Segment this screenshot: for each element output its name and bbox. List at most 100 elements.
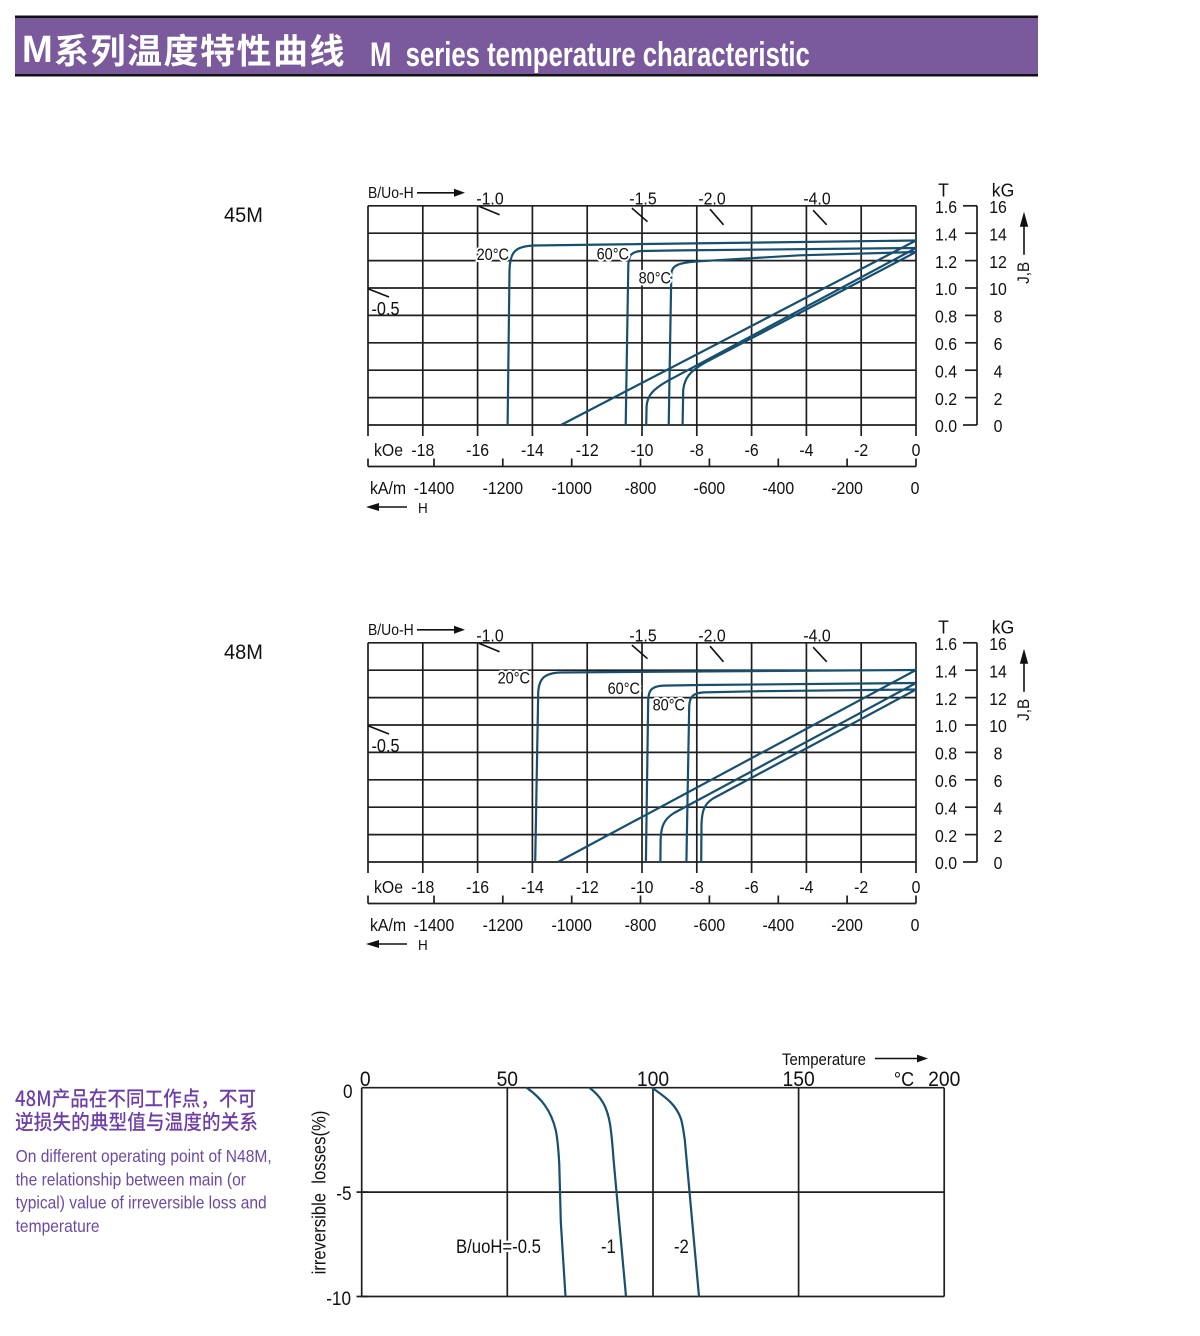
svg-text:60°C: 60°C bbox=[608, 680, 640, 698]
svg-text:-18: -18 bbox=[411, 877, 434, 897]
svg-text:0.2: 0.2 bbox=[935, 826, 957, 846]
svg-text:0.6: 0.6 bbox=[935, 771, 957, 791]
svg-text:14: 14 bbox=[989, 224, 1007, 244]
svg-text:-4: -4 bbox=[799, 440, 813, 460]
svg-text:-16: -16 bbox=[466, 440, 489, 460]
svg-text:-1400: -1400 bbox=[414, 478, 454, 498]
svg-text:14: 14 bbox=[989, 661, 1007, 681]
svg-text:M series temperature characte: M series temperature characteristic bbox=[370, 37, 810, 74]
svg-text:-16: -16 bbox=[466, 877, 489, 897]
svg-text:-2: -2 bbox=[674, 1236, 689, 1257]
svg-text:0: 0 bbox=[994, 853, 1003, 873]
svg-text:12: 12 bbox=[989, 689, 1007, 709]
svg-text:0.8: 0.8 bbox=[935, 307, 957, 327]
svg-text:-1.5: -1.5 bbox=[629, 625, 656, 645]
svg-text:-4.0: -4.0 bbox=[803, 625, 830, 645]
svg-text:-0.5: -0.5 bbox=[372, 735, 400, 756]
svg-text:M: M bbox=[22, 27, 53, 70]
svg-text:-10: -10 bbox=[326, 1287, 351, 1309]
svg-text:0: 0 bbox=[911, 915, 920, 935]
svg-text:-1: -1 bbox=[601, 1236, 616, 1257]
svg-text:0.0: 0.0 bbox=[935, 416, 957, 436]
svg-text:4: 4 bbox=[994, 361, 1003, 381]
svg-text:0: 0 bbox=[994, 416, 1003, 436]
svg-text:-800: -800 bbox=[625, 478, 657, 498]
svg-text:20°C: 20°C bbox=[477, 246, 509, 264]
svg-text:-400: -400 bbox=[762, 478, 794, 498]
svg-text:8: 8 bbox=[994, 744, 1003, 764]
svg-text:1.0: 1.0 bbox=[935, 716, 957, 736]
svg-text:-1.5: -1.5 bbox=[629, 188, 656, 208]
svg-text:10: 10 bbox=[989, 716, 1007, 736]
svg-text:T: T bbox=[938, 180, 949, 201]
svg-text:-1400: -1400 bbox=[414, 915, 454, 935]
svg-text:J,B: J,B bbox=[1014, 262, 1033, 284]
svg-text:B/uoH=-0.5: B/uoH=-0.5 bbox=[456, 1236, 541, 1257]
svg-text:-2.0: -2.0 bbox=[698, 188, 725, 208]
svg-text:0: 0 bbox=[912, 877, 921, 897]
svg-text:20°C: 20°C bbox=[498, 670, 530, 688]
svg-text:1.6: 1.6 bbox=[935, 197, 957, 217]
svg-text:1.0: 1.0 bbox=[935, 279, 957, 299]
svg-text:6: 6 bbox=[994, 334, 1003, 354]
svg-text:-800: -800 bbox=[625, 915, 657, 935]
svg-text:-4.0: -4.0 bbox=[803, 188, 830, 208]
svg-text:-600: -600 bbox=[694, 915, 726, 935]
svg-text:60°C: 60°C bbox=[597, 246, 629, 264]
svg-text:1.2: 1.2 bbox=[935, 252, 957, 272]
svg-text:48M: 48M bbox=[224, 640, 263, 664]
svg-text:H: H bbox=[418, 937, 428, 954]
svg-text:-0.5: -0.5 bbox=[372, 298, 400, 319]
svg-text:temperature: temperature bbox=[16, 1216, 100, 1236]
svg-text:°C: °C bbox=[894, 1069, 914, 1091]
svg-text:-10: -10 bbox=[631, 440, 654, 460]
svg-text:kG: kG bbox=[992, 617, 1014, 638]
svg-text:-400: -400 bbox=[762, 915, 794, 935]
svg-text:0.8: 0.8 bbox=[935, 744, 957, 764]
svg-text:-2: -2 bbox=[854, 440, 868, 460]
svg-text:-1000: -1000 bbox=[551, 478, 591, 498]
svg-text:irreversible losses(%): irreversible losses(%) bbox=[308, 1111, 329, 1275]
svg-text:0.4: 0.4 bbox=[935, 798, 957, 818]
svg-text:45M: 45M bbox=[224, 203, 263, 227]
svg-text:-1200: -1200 bbox=[483, 915, 523, 935]
svg-text:-200: -200 bbox=[831, 915, 863, 935]
svg-text:0: 0 bbox=[343, 1080, 353, 1102]
svg-text:Temperature: Temperature bbox=[782, 1051, 866, 1069]
svg-text:50: 50 bbox=[497, 1068, 518, 1091]
svg-text:-14: -14 bbox=[521, 877, 544, 897]
svg-text:the relationship between main: the relationship between main (or bbox=[16, 1169, 247, 1189]
svg-text:-8: -8 bbox=[690, 877, 704, 897]
svg-text:typical) value of irreversible: typical) value of irreversible loss and bbox=[16, 1193, 267, 1213]
svg-text:100: 100 bbox=[637, 1068, 669, 1091]
svg-text:J,B: J,B bbox=[1014, 699, 1033, 721]
svg-text:80°C: 80°C bbox=[639, 270, 671, 288]
svg-text:150: 150 bbox=[782, 1068, 814, 1091]
svg-text:-18: -18 bbox=[411, 440, 434, 460]
svg-text:kA/m: kA/m bbox=[370, 478, 406, 498]
svg-text:0: 0 bbox=[911, 478, 920, 498]
svg-text:B/Uo-H: B/Uo-H bbox=[368, 185, 414, 202]
svg-text:-6: -6 bbox=[745, 877, 759, 897]
svg-text:kA/m: kA/m bbox=[370, 915, 406, 935]
svg-text:16: 16 bbox=[989, 634, 1007, 654]
svg-text:0.0: 0.0 bbox=[935, 853, 957, 873]
svg-text:0.6: 0.6 bbox=[935, 334, 957, 354]
svg-text:200: 200 bbox=[928, 1068, 960, 1091]
svg-text:1.2: 1.2 bbox=[935, 689, 957, 709]
svg-text:4: 4 bbox=[994, 798, 1003, 818]
svg-text:-4: -4 bbox=[799, 877, 813, 897]
svg-text:0.2: 0.2 bbox=[935, 389, 957, 409]
svg-text:-10: -10 bbox=[631, 877, 654, 897]
svg-text:12: 12 bbox=[989, 252, 1007, 272]
svg-text:kG: kG bbox=[992, 180, 1014, 201]
svg-text:1.4: 1.4 bbox=[935, 224, 957, 244]
svg-text:2: 2 bbox=[994, 389, 1003, 409]
svg-text:1.6: 1.6 bbox=[935, 634, 957, 654]
svg-text:8: 8 bbox=[994, 307, 1003, 327]
svg-text:kOe: kOe bbox=[374, 440, 403, 460]
svg-text:0: 0 bbox=[360, 1068, 371, 1091]
svg-text:B/Uo-H: B/Uo-H bbox=[368, 622, 414, 639]
svg-text:-600: -600 bbox=[694, 478, 726, 498]
svg-text:0.4: 0.4 bbox=[935, 361, 957, 381]
